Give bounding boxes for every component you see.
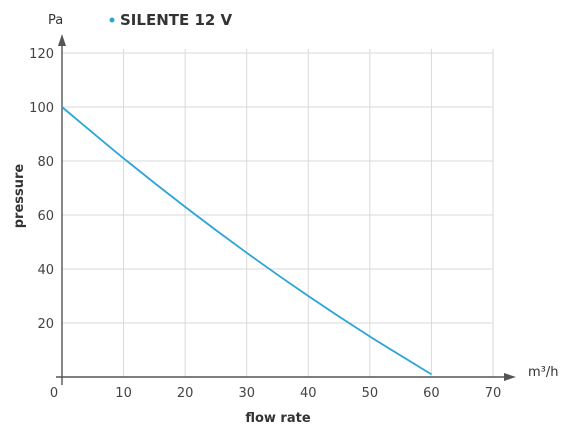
x-tick-label: 50 (362, 386, 379, 401)
x-tick-label: 70 (485, 386, 502, 401)
y-axis-unit: Pa (48, 13, 63, 28)
tick-labels: 0 10 20 30 40 50 60 70 20 40 60 80 100 120 (29, 47, 501, 401)
y-tick-label: 100 (29, 101, 54, 116)
y-axis-title: pressure (12, 164, 27, 229)
x-axis-unit: m³/h (528, 365, 559, 380)
y-tick-label: 20 (37, 317, 54, 332)
x-axis-title: flow rate (245, 411, 311, 426)
x-tick-label: 20 (177, 386, 194, 401)
y-tick-label: 40 (37, 263, 54, 278)
x-tick-label: 0 (50, 386, 58, 401)
x-axis-arrow (504, 373, 516, 381)
series-line (61, 106, 432, 376)
y-axis-arrow (58, 34, 66, 46)
grid-lines (62, 49, 494, 377)
legend-label: SILENTE 12 V (120, 11, 233, 29)
plot-area (61, 106, 432, 376)
y-tick-label: 60 (37, 209, 54, 224)
legend-marker (109, 17, 115, 23)
x-tick-label: 40 (300, 386, 317, 401)
axes (56, 34, 516, 385)
y-tick-label: 120 (29, 47, 54, 62)
y-tick-label: 80 (37, 155, 54, 170)
x-tick-label: 60 (423, 386, 440, 401)
x-tick-label: 30 (238, 386, 255, 401)
legend: SILENTE 12 V (109, 11, 233, 29)
x-tick-label: 10 (115, 386, 132, 401)
